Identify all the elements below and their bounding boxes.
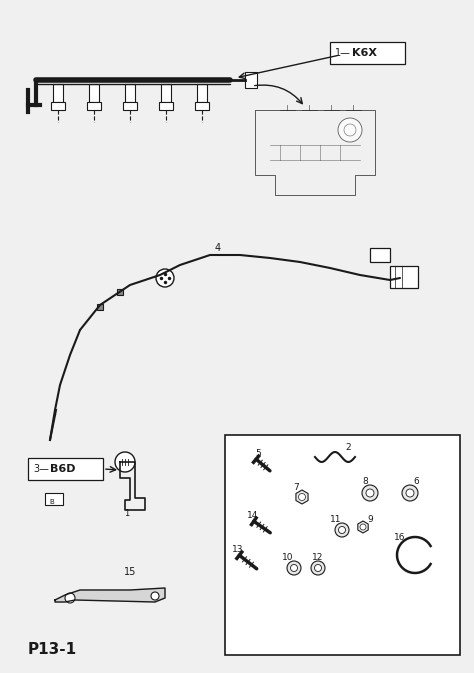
Polygon shape [358, 521, 368, 533]
Bar [161, 84, 171, 102]
Bar [117, 289, 123, 295]
Bar [390, 266, 418, 288]
Circle shape [362, 485, 378, 501]
Polygon shape [296, 490, 308, 504]
Bar [197, 84, 207, 102]
Bar [125, 84, 135, 102]
Bar [159, 102, 173, 110]
Bar [87, 102, 101, 110]
Bar [51, 102, 65, 110]
Text: 16: 16 [394, 534, 406, 542]
FancyBboxPatch shape [330, 42, 405, 64]
Circle shape [338, 526, 346, 534]
Text: 13: 13 [232, 544, 244, 553]
Text: 4: 4 [215, 243, 221, 253]
Text: 1—: 1— [335, 48, 351, 58]
Text: 10: 10 [282, 553, 294, 561]
Text: 7: 7 [293, 483, 299, 491]
Text: 2: 2 [345, 444, 351, 452]
Bar [89, 84, 99, 102]
Circle shape [338, 118, 362, 142]
Circle shape [151, 592, 159, 600]
Bar [45, 493, 63, 505]
Bar [97, 304, 103, 310]
Text: 5: 5 [255, 450, 261, 458]
Text: 8: 8 [362, 476, 368, 485]
Circle shape [344, 124, 356, 136]
Circle shape [156, 269, 174, 287]
Circle shape [287, 561, 301, 575]
Circle shape [360, 524, 366, 530]
Circle shape [65, 593, 75, 603]
Circle shape [299, 493, 306, 501]
Circle shape [315, 565, 321, 571]
Text: 1: 1 [124, 509, 129, 518]
Text: 14: 14 [247, 511, 259, 520]
Circle shape [291, 565, 298, 571]
Bar [123, 102, 137, 110]
Polygon shape [55, 588, 165, 602]
Circle shape [335, 523, 349, 537]
Text: 9: 9 [367, 514, 373, 524]
Text: B6D: B6D [50, 464, 75, 474]
Bar [370, 248, 390, 262]
Bar [245, 72, 257, 88]
Bar [53, 84, 63, 102]
Text: 3—: 3— [33, 464, 49, 474]
Circle shape [115, 452, 135, 472]
Bar [195, 102, 209, 110]
Text: 12: 12 [312, 553, 324, 561]
FancyBboxPatch shape [225, 435, 460, 655]
Text: 11: 11 [330, 514, 342, 524]
Text: 15: 15 [124, 567, 136, 577]
Text: K6X: K6X [352, 48, 377, 58]
Circle shape [311, 561, 325, 575]
Text: 6: 6 [413, 476, 419, 485]
Circle shape [406, 489, 414, 497]
FancyBboxPatch shape [28, 458, 103, 480]
Circle shape [366, 489, 374, 497]
Text: P13-1: P13-1 [28, 643, 77, 658]
Text: B: B [50, 499, 55, 505]
Circle shape [402, 485, 418, 501]
